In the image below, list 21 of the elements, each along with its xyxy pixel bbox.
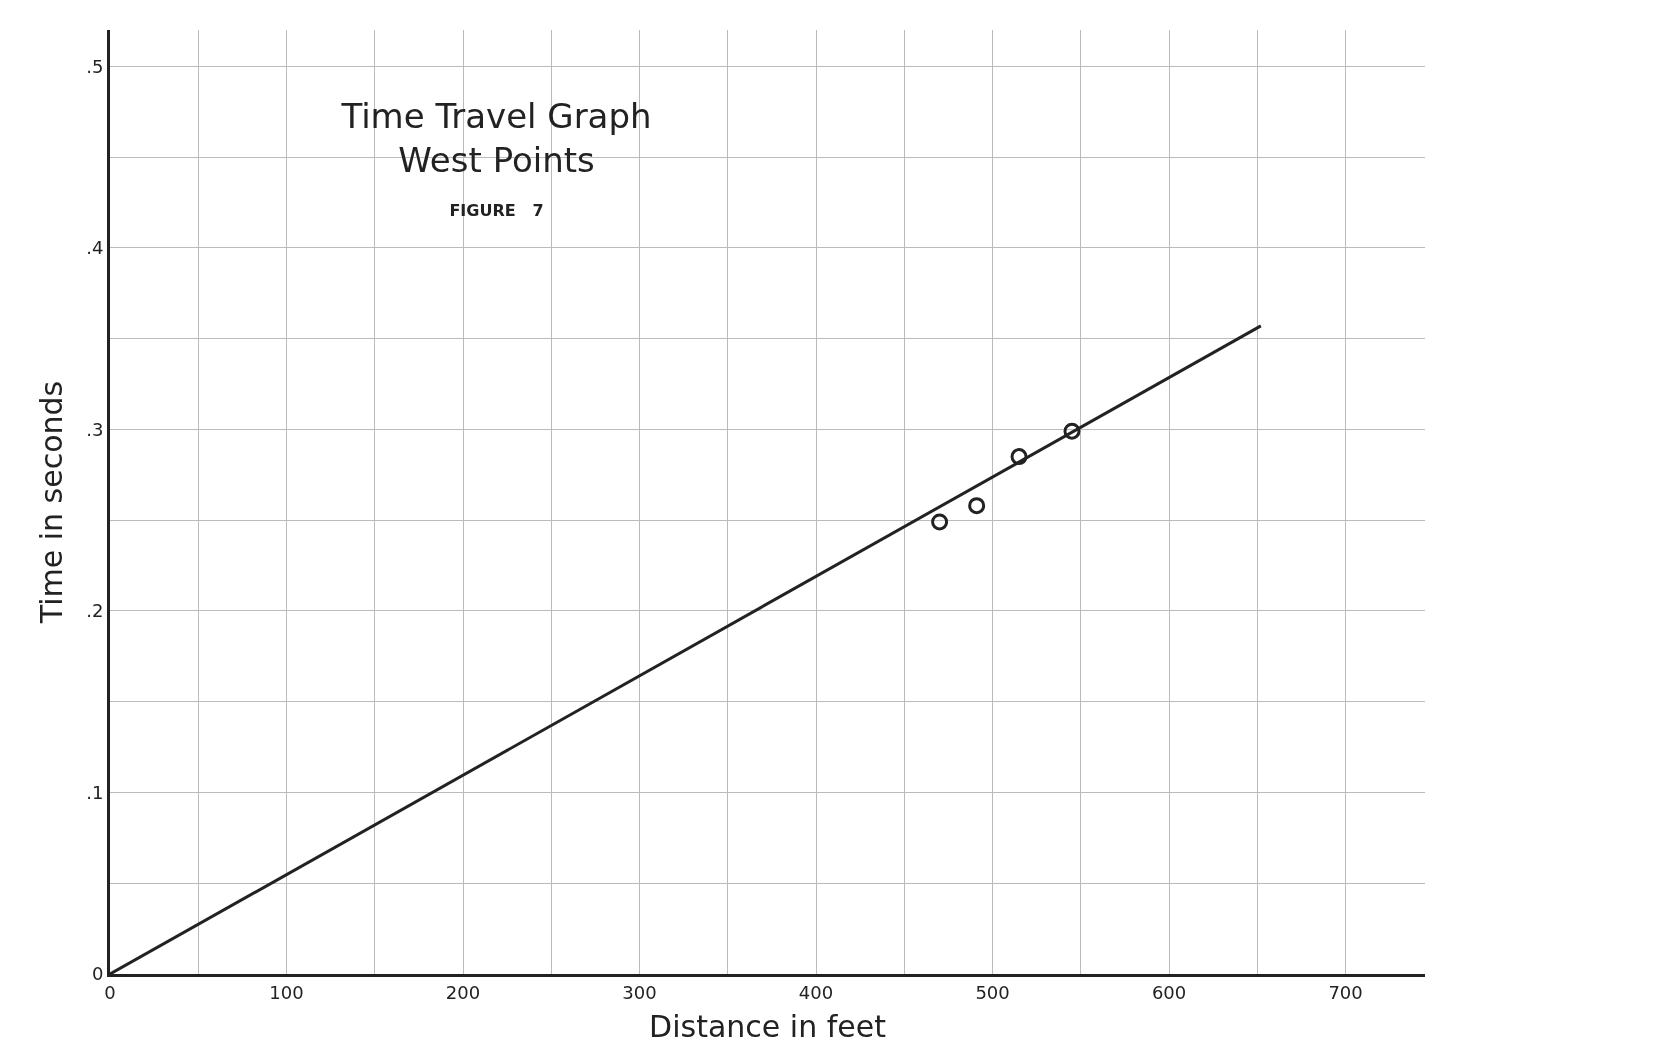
x-tick-label: 500 (975, 981, 1010, 1003)
x-tick-label: 700 (1328, 981, 1363, 1003)
text: Time Travel Graph West Points (340, 95, 652, 180)
y-axis-title: Time in seconds (34, 380, 70, 625)
x-axis-title: Distance in feet (649, 1009, 887, 1045)
y-tick-label: .1 (86, 781, 104, 803)
point (1063, 422, 1081, 440)
point (931, 513, 949, 531)
text: FIGURE 7 (449, 201, 544, 221)
point (968, 497, 986, 515)
x-tick-label: 200 (445, 981, 481, 1003)
x-tick-label: 100 (269, 981, 304, 1003)
y-tick-label: .2 (86, 600, 104, 622)
y-tick-label: .5 (86, 55, 104, 77)
y-tick-label: .3 (86, 418, 104, 440)
x-tick-label: 400 (798, 981, 834, 1003)
point (1010, 448, 1028, 466)
y-tick-label: 0 (91, 963, 104, 985)
x-tick-label: 600 (1151, 981, 1187, 1003)
x-tick-label: 300 (622, 981, 657, 1003)
y-tick-label: .4 (86, 237, 104, 259)
